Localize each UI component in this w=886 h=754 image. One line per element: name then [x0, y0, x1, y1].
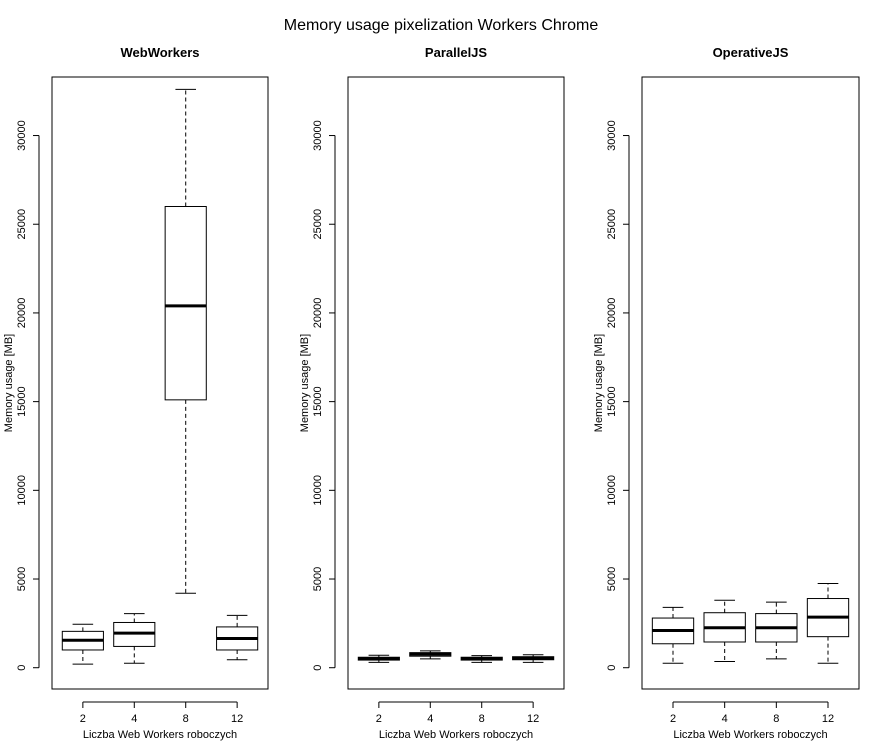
x-tick-label: 4: [131, 713, 137, 725]
box-iqr: [164, 205, 207, 401]
y-tick-label: 15000: [606, 386, 618, 417]
y-tick-label: 20000: [606, 298, 618, 329]
y-tick-label: 25000: [606, 209, 618, 240]
y-tick-label: 5000: [312, 567, 324, 591]
panel-1: WebWorkers 0 5000 10000 15000 20000 25000 30000…: [3, 45, 269, 741]
figure-title: Memory usage pixelization Workers Chrome: [284, 17, 599, 34]
y-tick-label: 5000: [16, 567, 28, 591]
y-tick-label: 30000: [16, 120, 28, 151]
box-12: [512, 654, 555, 663]
box-4: [409, 650, 452, 660]
panel-3: OperativeJS 0 5000 10000 15000 20000 25000 3000…: [593, 45, 860, 741]
panel-title: OperativeJS: [713, 45, 789, 60]
plot-frame: [51, 76, 269, 690]
y-tick-label: 15000: [312, 386, 324, 417]
y-axis-label: Memory usage [MB]: [299, 334, 311, 432]
y-tick-label: 20000: [312, 298, 324, 329]
plot-frame: [347, 76, 565, 690]
x-axis-label: Liczba Web Workers roboczych: [379, 729, 533, 741]
x-tick-label: 4: [427, 713, 433, 725]
x-tick-label: 8: [183, 713, 189, 725]
x-tick-label: 8: [773, 713, 779, 725]
y-tick-label: 30000: [312, 120, 324, 151]
y-tick-label: 25000: [16, 209, 28, 240]
box-8: [164, 88, 207, 594]
y-tick-label: 0: [606, 665, 618, 671]
box-2: [651, 606, 695, 664]
panel-title: ParallelJS: [425, 45, 487, 60]
y-tick-label: 5000: [606, 567, 618, 591]
x-axis-label: Liczba Web Workers roboczych: [673, 729, 827, 741]
box-8: [755, 601, 798, 660]
box-2: [61, 623, 104, 665]
y-tick-label: 10000: [312, 475, 324, 506]
y-tick-label: 0: [312, 665, 324, 671]
x-tick-label: 2: [376, 713, 382, 725]
box-12: [806, 582, 850, 664]
x-tick-label: 12: [527, 713, 539, 725]
y-axis-label: Memory usage [MB]: [593, 334, 605, 432]
plot-frame: [641, 76, 860, 690]
y-tick-label: 10000: [606, 475, 618, 506]
x-tick-label: 2: [670, 713, 676, 725]
box-4: [703, 599, 746, 663]
box-12: [216, 614, 259, 661]
y-tick-label: 10000: [16, 475, 28, 506]
panel-2: ParallelJS 0 5000 10000 15000 20000 25000 30000…: [299, 45, 565, 741]
x-axis-label: Liczba Web Workers roboczych: [83, 729, 237, 741]
panel-title: WebWorkers: [121, 45, 200, 60]
x-tick-label: 4: [722, 713, 728, 725]
x-tick-label: 12: [822, 713, 834, 725]
box-2: [357, 654, 400, 663]
y-tick-label: 20000: [16, 298, 28, 329]
y-tick-label: 25000: [312, 209, 324, 240]
x-tick-label: 2: [80, 713, 86, 725]
y-tick-label: 30000: [606, 120, 618, 151]
y-tick-label: 0: [16, 665, 28, 671]
x-tick-label: 8: [479, 713, 485, 725]
x-tick-label: 12: [231, 713, 243, 725]
y-tick-label: 15000: [16, 386, 28, 417]
box-4: [113, 613, 156, 664]
box-8: [460, 655, 503, 663]
y-axis-label: Memory usage [MB]: [3, 334, 15, 432]
